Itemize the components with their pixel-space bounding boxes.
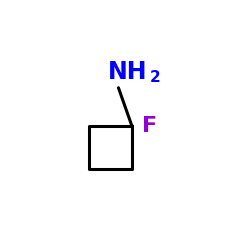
Text: 2: 2 (150, 70, 160, 85)
Text: F: F (142, 116, 157, 136)
Text: NH: NH (108, 60, 148, 84)
